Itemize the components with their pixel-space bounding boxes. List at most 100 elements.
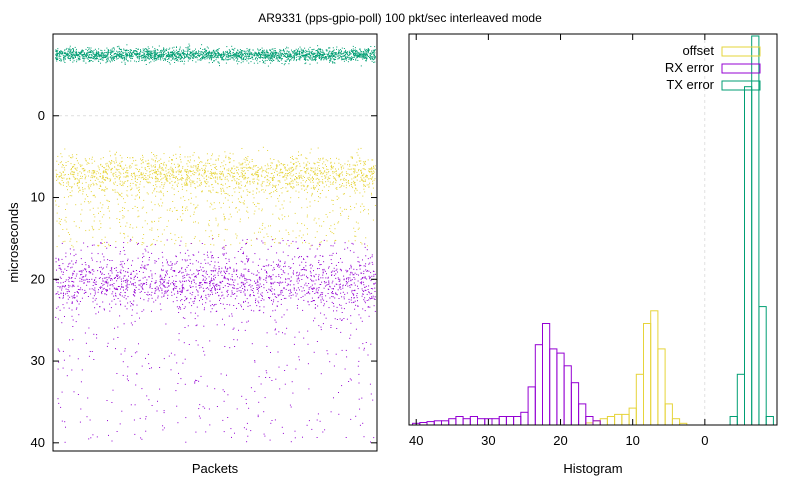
scatter-point xyxy=(275,164,277,166)
scatter-point xyxy=(154,220,155,222)
scatter-point xyxy=(265,51,267,53)
scatter-point xyxy=(242,50,244,52)
scatter-point xyxy=(330,60,332,62)
scatter-point xyxy=(317,55,319,57)
scatter-point xyxy=(155,53,157,55)
scatter-point xyxy=(280,58,282,60)
scatter-point xyxy=(359,282,361,284)
scatter-point xyxy=(135,185,137,187)
scatter-point xyxy=(298,274,300,276)
scatter-point xyxy=(204,58,206,60)
scatter-point xyxy=(357,222,359,224)
scatter-point xyxy=(123,172,125,174)
scatter-point xyxy=(319,51,321,53)
scatter-point xyxy=(113,161,115,163)
scatter-point xyxy=(59,162,61,164)
scatter-point xyxy=(156,155,158,157)
scatter-point xyxy=(213,244,215,246)
scatter-point xyxy=(76,55,78,56)
scatter-point xyxy=(62,172,64,173)
scatter-point xyxy=(287,55,289,57)
scatter-point xyxy=(249,50,251,52)
scatter-point xyxy=(237,50,239,52)
scatter-point xyxy=(226,169,228,171)
scatter-point xyxy=(74,179,76,180)
scatter-point xyxy=(285,183,287,184)
scatter-point xyxy=(163,184,165,186)
scatter-point xyxy=(222,175,224,177)
scatter-point xyxy=(266,179,268,181)
scatter-point xyxy=(264,243,266,245)
scatter-point xyxy=(243,275,245,277)
scatter-point xyxy=(165,177,167,179)
scatter-point xyxy=(217,51,219,53)
scatter-point xyxy=(215,57,217,58)
scatter-point xyxy=(246,48,248,50)
scatter-point xyxy=(349,165,351,167)
scatter-point xyxy=(287,47,289,49)
scatter-point xyxy=(94,56,96,57)
scatter-point xyxy=(254,52,256,54)
scatter-point xyxy=(117,164,119,166)
scatter-point xyxy=(76,55,78,56)
scatter-point xyxy=(178,56,180,58)
scatter-point xyxy=(240,50,242,52)
scatter-point xyxy=(129,51,131,53)
scatter-point xyxy=(116,50,118,52)
scatter-point xyxy=(186,169,188,170)
scatter-point xyxy=(182,206,184,208)
scatter-point xyxy=(126,53,128,55)
scatter-point xyxy=(171,52,173,54)
scatter-point xyxy=(329,47,331,49)
scatter-point xyxy=(79,171,81,173)
scatter-point xyxy=(154,55,156,57)
scatter-point xyxy=(98,48,100,50)
scatter-point xyxy=(174,55,175,57)
scatter-point xyxy=(247,180,248,182)
scatter-point xyxy=(340,49,341,51)
scatter-point xyxy=(280,303,282,305)
scatter-point xyxy=(123,216,125,218)
scatter-point xyxy=(186,259,188,261)
scatter-point xyxy=(266,198,268,199)
scatter-point xyxy=(59,51,60,52)
scatter-point xyxy=(120,161,122,163)
scatter-point xyxy=(298,151,299,153)
scatter-point xyxy=(84,177,86,179)
scatter-point xyxy=(59,52,61,53)
scatter-point xyxy=(175,176,177,177)
scatter-point xyxy=(250,57,251,59)
scatter-point xyxy=(138,58,140,59)
scatter-point xyxy=(110,51,112,53)
scatter-point xyxy=(199,240,201,242)
scatter-point xyxy=(320,48,321,50)
scatter-point xyxy=(251,53,253,55)
scatter-point xyxy=(369,171,371,173)
scatter-point xyxy=(58,56,60,58)
scatter-point xyxy=(241,170,243,172)
scatter-point xyxy=(272,56,274,58)
scatter-point xyxy=(311,170,313,172)
scatter-point xyxy=(266,181,268,183)
scatter-point xyxy=(270,225,271,227)
scatter-point xyxy=(361,55,363,57)
scatter-point xyxy=(158,205,160,207)
scatter-point xyxy=(328,307,330,309)
scatter-point xyxy=(235,56,237,58)
scatter-point xyxy=(202,165,204,167)
scatter-point xyxy=(135,55,137,57)
scatter-point xyxy=(296,51,298,53)
scatter-point xyxy=(354,52,356,54)
scatter-point xyxy=(89,49,91,51)
scatter-point xyxy=(244,166,246,168)
scatter-point xyxy=(118,171,120,173)
scatter-point xyxy=(113,287,115,289)
scatter-point xyxy=(160,51,162,53)
scatter-point xyxy=(247,170,249,171)
scatter-point xyxy=(371,60,373,62)
scatter-point xyxy=(136,187,138,189)
scatter-point xyxy=(289,184,291,186)
scatter-point xyxy=(228,195,230,197)
scatter-point xyxy=(307,185,308,187)
scatter-point xyxy=(170,232,172,234)
